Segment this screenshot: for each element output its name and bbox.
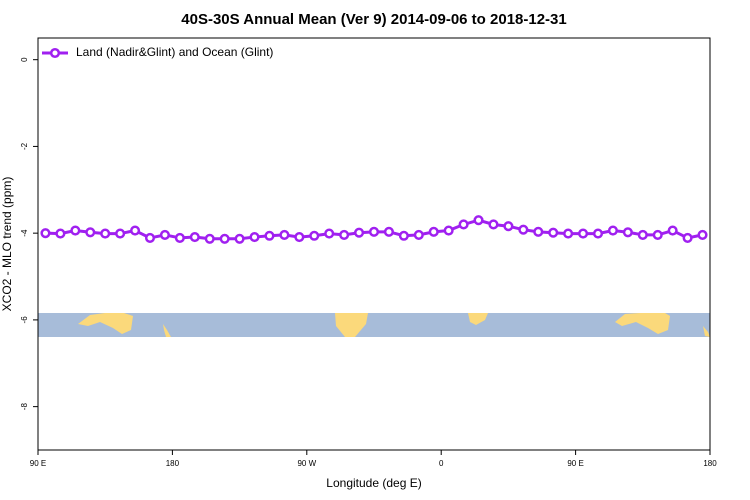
data-point: [339, 229, 350, 240]
x-axis-label: Longitude (deg E): [326, 476, 421, 490]
chart-title: 40S-30S Annual Mean (Ver 9) 2014-09-06 t…: [181, 11, 566, 28]
data-point: [55, 228, 66, 239]
data-point: [264, 230, 275, 241]
data-point: [533, 226, 544, 237]
y-tick-label: 0: [20, 57, 29, 62]
data-point: [368, 226, 380, 237]
data-point: [309, 230, 320, 241]
data-point: [100, 228, 111, 239]
y-tick-label: -8: [20, 403, 29, 411]
x-tick-label: 0: [439, 459, 444, 468]
map-strip: [38, 313, 710, 337]
data-point: [144, 232, 156, 243]
data-point: [622, 227, 633, 238]
data-point: [697, 229, 708, 240]
data-point: [130, 225, 141, 236]
data-point: [115, 228, 126, 239]
data-point: [563, 228, 574, 239]
data-point: [428, 226, 439, 237]
data-point: [204, 233, 215, 244]
data-point: [637, 229, 648, 240]
y-tick-label: -4: [20, 229, 29, 237]
data-point: [548, 227, 559, 238]
data-point: [189, 232, 200, 243]
data-point: [503, 221, 514, 232]
data-point: [174, 232, 185, 243]
y-axis-label: XCO2 - MLO trend (ppm): [0, 177, 14, 312]
data-point: [383, 226, 394, 237]
x-tick-label: 180: [703, 459, 717, 468]
data-point: [249, 232, 260, 243]
data-point: [219, 233, 230, 244]
x-tick-label: 90 W: [297, 459, 316, 468]
data-point: [682, 232, 693, 243]
data-point: [458, 219, 469, 230]
plot-frame: [37, 37, 711, 451]
data-point: [70, 225, 81, 236]
y-tick-label: -2: [20, 142, 29, 150]
data-point: [354, 227, 365, 238]
x-tick-label: 90 E: [30, 459, 46, 468]
data-point: [652, 229, 663, 240]
data-point: [40, 228, 51, 239]
data-point: [473, 215, 484, 226]
data-point: [667, 225, 678, 236]
data-point: [443, 225, 454, 236]
data-point: [488, 219, 499, 230]
data-point: [234, 233, 245, 244]
legend-marker: [49, 47, 61, 59]
data-point: [85, 227, 96, 238]
data-point: [294, 232, 305, 243]
data-point: [324, 228, 335, 239]
legend-label: Land (Nadir&Glint) and Ocean (Glint): [76, 45, 273, 59]
data-point: [413, 229, 424, 240]
data-point: [159, 229, 170, 240]
data-point: [592, 228, 604, 239]
data-point: [279, 229, 290, 240]
data-point: [578, 228, 589, 239]
x-tick-label: 180: [166, 459, 180, 468]
x-tick-label: 90 E: [567, 459, 583, 468]
data-point: [398, 230, 409, 241]
data-point: [518, 224, 529, 235]
y-tick-label: -6: [20, 316, 29, 324]
data-point: [607, 225, 618, 236]
